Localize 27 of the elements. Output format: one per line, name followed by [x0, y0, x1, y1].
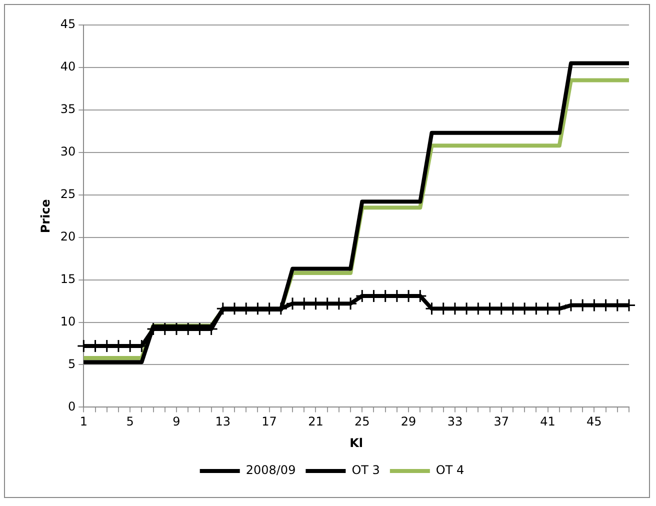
x-tick-label: 1 — [80, 414, 88, 429]
x-tick-label: 5 — [126, 414, 134, 429]
x-axis-title: Kl — [350, 436, 364, 450]
y-tick-label: 10 — [60, 314, 76, 328]
x-tick-label: 21 — [308, 414, 324, 429]
y-tick-label: 5 — [68, 356, 76, 371]
y-tick-label: 45 — [60, 17, 76, 32]
x-tick-label: 41 — [540, 414, 556, 429]
y-tick-label: 35 — [60, 102, 76, 116]
x-tick-label: 37 — [494, 414, 510, 429]
x-tick-label: 17 — [262, 414, 277, 429]
y-tick-label: 0 — [68, 399, 76, 414]
legend-label: OT 3 — [352, 463, 380, 478]
y-tick-label: 30 — [60, 144, 76, 159]
y-tick-label: 15 — [60, 272, 76, 286]
x-tick-label: 13 — [215, 414, 231, 429]
y-axis-title: Price — [38, 199, 52, 234]
x-tick-label: 9 — [172, 414, 180, 429]
x-tick-label: 33 — [447, 414, 463, 429]
y-tick-label: 25 — [60, 186, 76, 201]
y-tick-label: 40 — [60, 60, 76, 74]
x-tick-label: 25 — [354, 414, 370, 429]
x-tick-label: 45 — [586, 414, 602, 429]
y-tick-label: 20 — [60, 229, 76, 244]
legend-label: 2008/09 — [246, 463, 296, 478]
legend-label: OT 4 — [436, 463, 464, 478]
x-tick-label: 29 — [400, 414, 416, 429]
